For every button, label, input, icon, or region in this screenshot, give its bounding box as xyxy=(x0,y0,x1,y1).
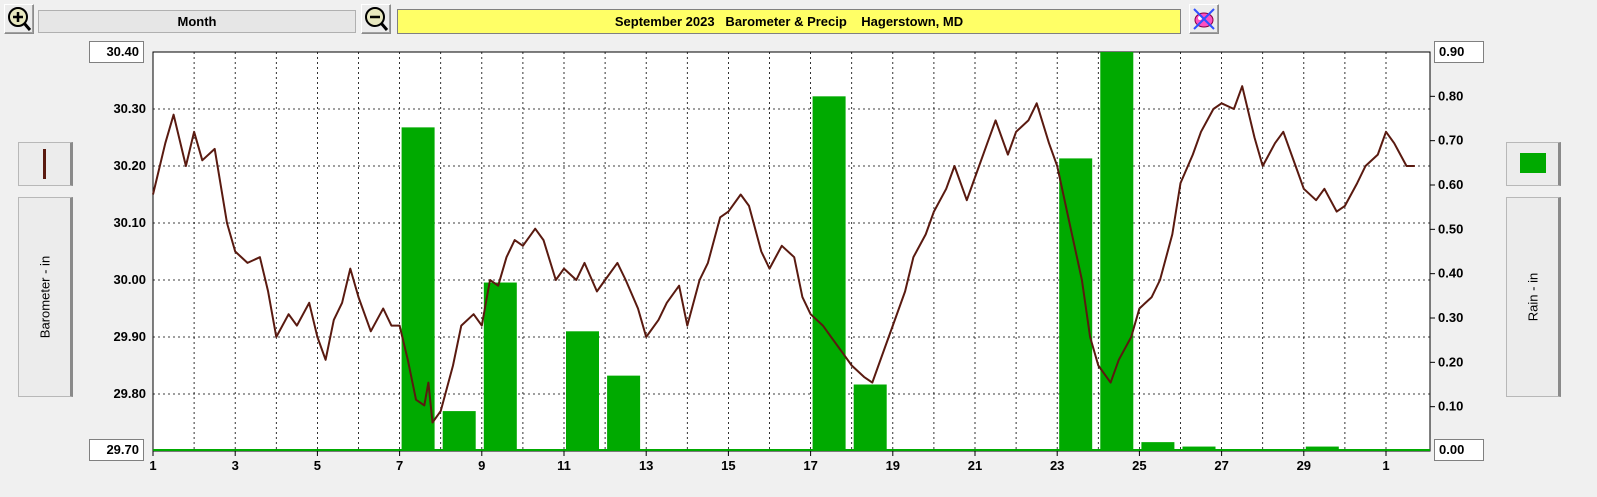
x-tick-label: 15 xyxy=(721,458,735,473)
barometer-line xyxy=(152,85,1415,424)
barometer-line-swatch-icon xyxy=(43,149,46,179)
rain-legend-button[interactable] xyxy=(1506,142,1561,186)
rain-tick-label: 0.30 xyxy=(1438,310,1463,325)
barometer-tick-label: 29.90 xyxy=(113,329,146,344)
barometer-tick-label: 30.00 xyxy=(113,272,146,287)
barometer-axis-label: Barometer - in xyxy=(37,255,52,339)
barometer-tick-label: 30.10 xyxy=(113,215,146,230)
x-tick-label: 9 xyxy=(478,458,485,473)
rain-bar xyxy=(1059,158,1093,451)
rain-bar xyxy=(401,127,435,451)
x-tick-label: 27 xyxy=(1214,458,1228,473)
rain-bar xyxy=(812,96,846,451)
paint-palette-icon xyxy=(1193,8,1215,30)
rain-bar xyxy=(1141,442,1175,451)
rain-bar xyxy=(566,331,599,451)
rain-tick-label: 0.50 xyxy=(1438,221,1463,236)
rain-bar xyxy=(442,411,476,451)
barometer-legend-button[interactable] xyxy=(18,142,73,186)
rain-bar-swatch-icon xyxy=(1520,153,1546,173)
barometer-min-label: 29.70 xyxy=(89,439,144,461)
zoom-out-button[interactable] xyxy=(361,4,391,34)
x-tick-label: 1 xyxy=(149,458,156,473)
magnifier-plus-icon xyxy=(8,7,32,31)
rain-bar xyxy=(607,375,641,451)
barometer-tick-label: 30.20 xyxy=(113,158,146,173)
rain-axis-button[interactable]: Rain - in xyxy=(1506,197,1561,397)
rain-tick-label: 0.60 xyxy=(1438,177,1463,192)
x-tick-label: 29 xyxy=(1297,458,1311,473)
rain-tick-label: 0.20 xyxy=(1438,354,1463,369)
rain-bar xyxy=(1305,446,1339,451)
plot-background xyxy=(152,51,1431,452)
rain-axis-label: Rain - in xyxy=(1525,272,1540,322)
x-tick-label: 25 xyxy=(1132,458,1146,473)
barometer-max-label: 30.40 xyxy=(89,41,144,63)
x-tick-label: 1 xyxy=(1382,458,1389,473)
barometer-tick-label: 29.80 xyxy=(113,386,146,401)
x-tick-label: 13 xyxy=(639,458,653,473)
rain-tick-label: 0.80 xyxy=(1438,88,1463,103)
rain-tick-label: 0.70 xyxy=(1438,133,1463,148)
x-tick-label: 21 xyxy=(968,458,982,473)
x-tick-label: 23 xyxy=(1050,458,1064,473)
magnifier-minus-icon xyxy=(365,7,389,31)
rain-bar xyxy=(483,282,517,451)
rain-tick-label: 0.10 xyxy=(1438,399,1463,414)
zoom-in-button[interactable] xyxy=(4,4,34,34)
x-tick-label: 19 xyxy=(886,458,900,473)
x-tick-label: 17 xyxy=(803,458,817,473)
rain-bar xyxy=(1100,52,1134,451)
x-tick-label: 11 xyxy=(557,458,571,473)
options-button[interactable] xyxy=(1189,4,1219,34)
rain-min-label: 0.00 xyxy=(1434,439,1484,461)
x-tick-label: 5 xyxy=(314,458,321,473)
x-tick-label: 7 xyxy=(396,458,403,473)
rain-bar xyxy=(853,384,887,451)
period-selector[interactable]: Month xyxy=(38,10,356,33)
rain-max-label: 0.90 xyxy=(1434,41,1484,63)
barometer-axis-button[interactable]: Barometer - in xyxy=(18,197,73,397)
rain-tick-label: 0.40 xyxy=(1438,266,1463,281)
barometer-tick-label: 30.30 xyxy=(113,101,146,116)
chart-title: September 2023 Barometer & Precip Hagers… xyxy=(397,9,1181,34)
rain-bar xyxy=(1182,446,1216,451)
x-tick-label: 3 xyxy=(232,458,239,473)
